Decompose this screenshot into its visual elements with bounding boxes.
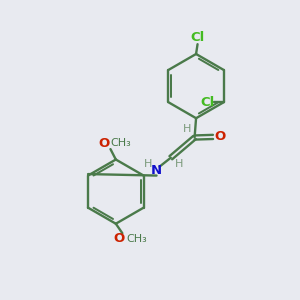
Text: O: O [214, 130, 225, 143]
Text: O: O [98, 137, 109, 150]
Text: O: O [113, 232, 125, 245]
Text: Cl: Cl [190, 31, 205, 44]
Text: H: H [175, 159, 183, 169]
Text: H: H [143, 159, 152, 169]
Text: H: H [183, 124, 191, 134]
Text: CH₃: CH₃ [110, 138, 131, 148]
Text: N: N [151, 164, 162, 177]
Text: Cl: Cl [200, 96, 214, 109]
Text: CH₃: CH₃ [126, 234, 147, 244]
